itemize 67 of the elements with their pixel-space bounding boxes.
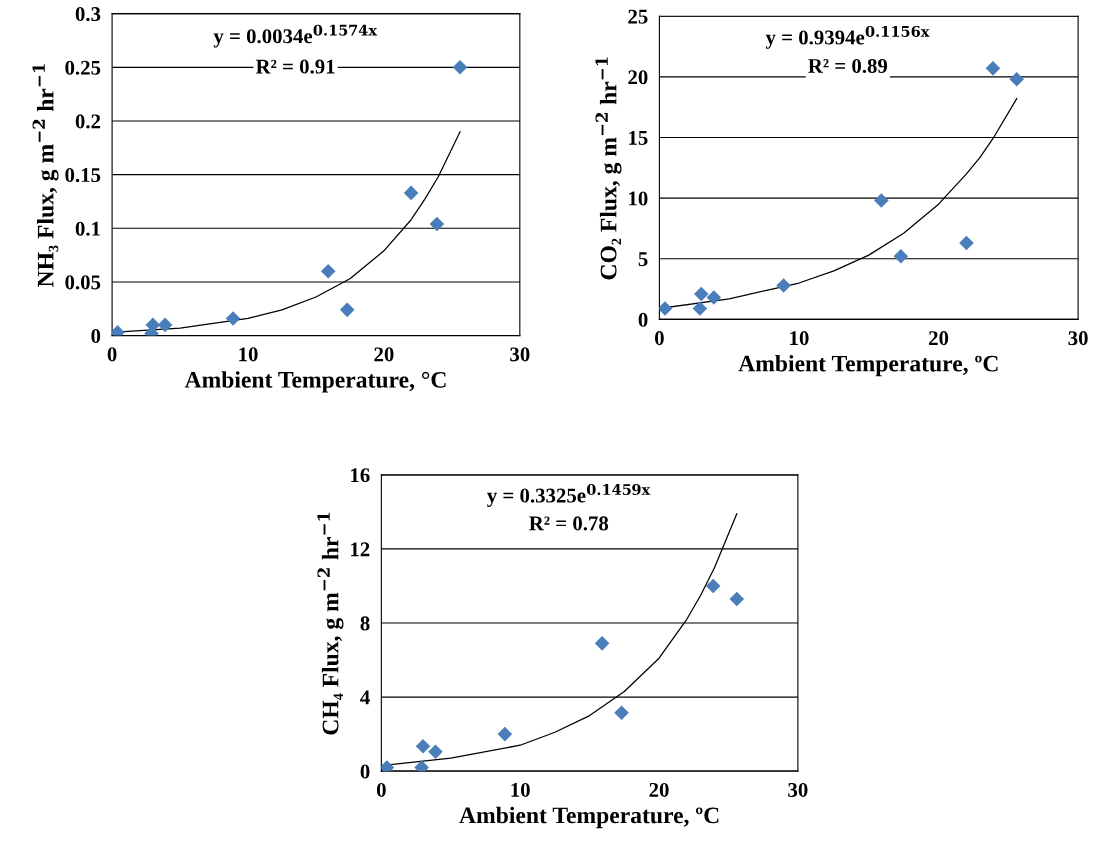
- point: [705, 578, 721, 594]
- point: [339, 302, 355, 318]
- point: [729, 591, 745, 607]
- annotation: R² = 0.91: [255, 59, 335, 74]
- y-tick-label: 8: [360, 616, 370, 631]
- y-tick-label: 16: [351, 468, 370, 483]
- point: [428, 744, 443, 759]
- y-axis-title: NH₃ Flux, g m$^{−2}$ hr$^{−1}$: [32, 64, 59, 287]
- point: [403, 185, 419, 201]
- point: [1009, 72, 1024, 87]
- annotation: y = 0.0034e$^{0.1574x}$: [213, 24, 378, 48]
- x-tick-label: 20: [649, 782, 669, 797]
- x-tick-label: 0: [107, 347, 117, 362]
- x-tick-label: 30: [1068, 331, 1088, 346]
- x-tick-label: 10: [790, 331, 809, 346]
- annotation: R² = 0.78: [529, 516, 609, 531]
- y-tick-label: 12: [351, 542, 370, 557]
- y-tick-label: 0.1: [75, 221, 100, 236]
- point: [959, 235, 974, 251]
- y-tick-label: 0.05: [65, 275, 101, 290]
- point: [776, 278, 791, 293]
- x-tick-label: 20: [374, 347, 394, 362]
- point: [414, 760, 429, 772]
- y-tick-label: 4: [360, 690, 370, 705]
- x-tick-label: 30: [788, 782, 808, 797]
- x-axis-title: Ambient Temperature, ºC: [459, 806, 719, 829]
- x-tick-label: 10: [239, 347, 258, 362]
- annotation: R² = 0.89: [808, 58, 888, 74]
- x-tick-label: 0: [376, 782, 386, 797]
- point: [985, 61, 1001, 76]
- x-tick-label: 20: [929, 331, 949, 346]
- y-tick-label: 20: [628, 70, 648, 85]
- x-axis-title: Ambient Temperature, °C: [184, 371, 446, 393]
- annotation: y = 0.9394e$^{0.1156x}$: [765, 25, 930, 49]
- x-tick-label: 0: [654, 331, 664, 346]
- x-tick-label: 30: [510, 347, 530, 362]
- y-tick-label: 0: [638, 312, 648, 327]
- x-tick-label: 10: [511, 782, 530, 797]
- y-tick-label: 0.25: [65, 60, 101, 75]
- point: [893, 249, 909, 264]
- y-tick-label: 25: [628, 9, 648, 24]
- y-tick-label: 0: [360, 764, 370, 779]
- point: [157, 317, 173, 333]
- point: [706, 290, 722, 305]
- point: [692, 301, 708, 316]
- y-tick-label: 15: [629, 130, 648, 145]
- y-tick-label: 0.3: [75, 7, 101, 22]
- y-tick-label: 10: [629, 191, 648, 206]
- y-axis-title: CH₄ Flux, g m$^{−2}$ hr$^{−1}$: [317, 512, 344, 735]
- y-tick-label: 0.15: [65, 168, 101, 183]
- point: [874, 193, 889, 208]
- point: [452, 60, 468, 75]
- y-tick-label: 0.2: [75, 114, 101, 129]
- point: [659, 301, 673, 316]
- x-axis-title: Ambient Temperature, ºC: [738, 354, 998, 377]
- point: [497, 726, 513, 742]
- y-tick-label: 5: [638, 252, 648, 267]
- y-axis-title: CO₂ Flux, g m$^{−2}$ hr$^{−1}$: [595, 57, 622, 280]
- point: [429, 216, 445, 232]
- annotation: y = 0.3325e$^{0.1459x}$: [487, 484, 651, 507]
- point: [381, 760, 395, 772]
- point: [225, 311, 241, 326]
- point: [594, 636, 610, 651]
- point: [415, 738, 431, 754]
- point: [320, 263, 336, 279]
- point: [614, 705, 629, 721]
- point: [693, 286, 709, 302]
